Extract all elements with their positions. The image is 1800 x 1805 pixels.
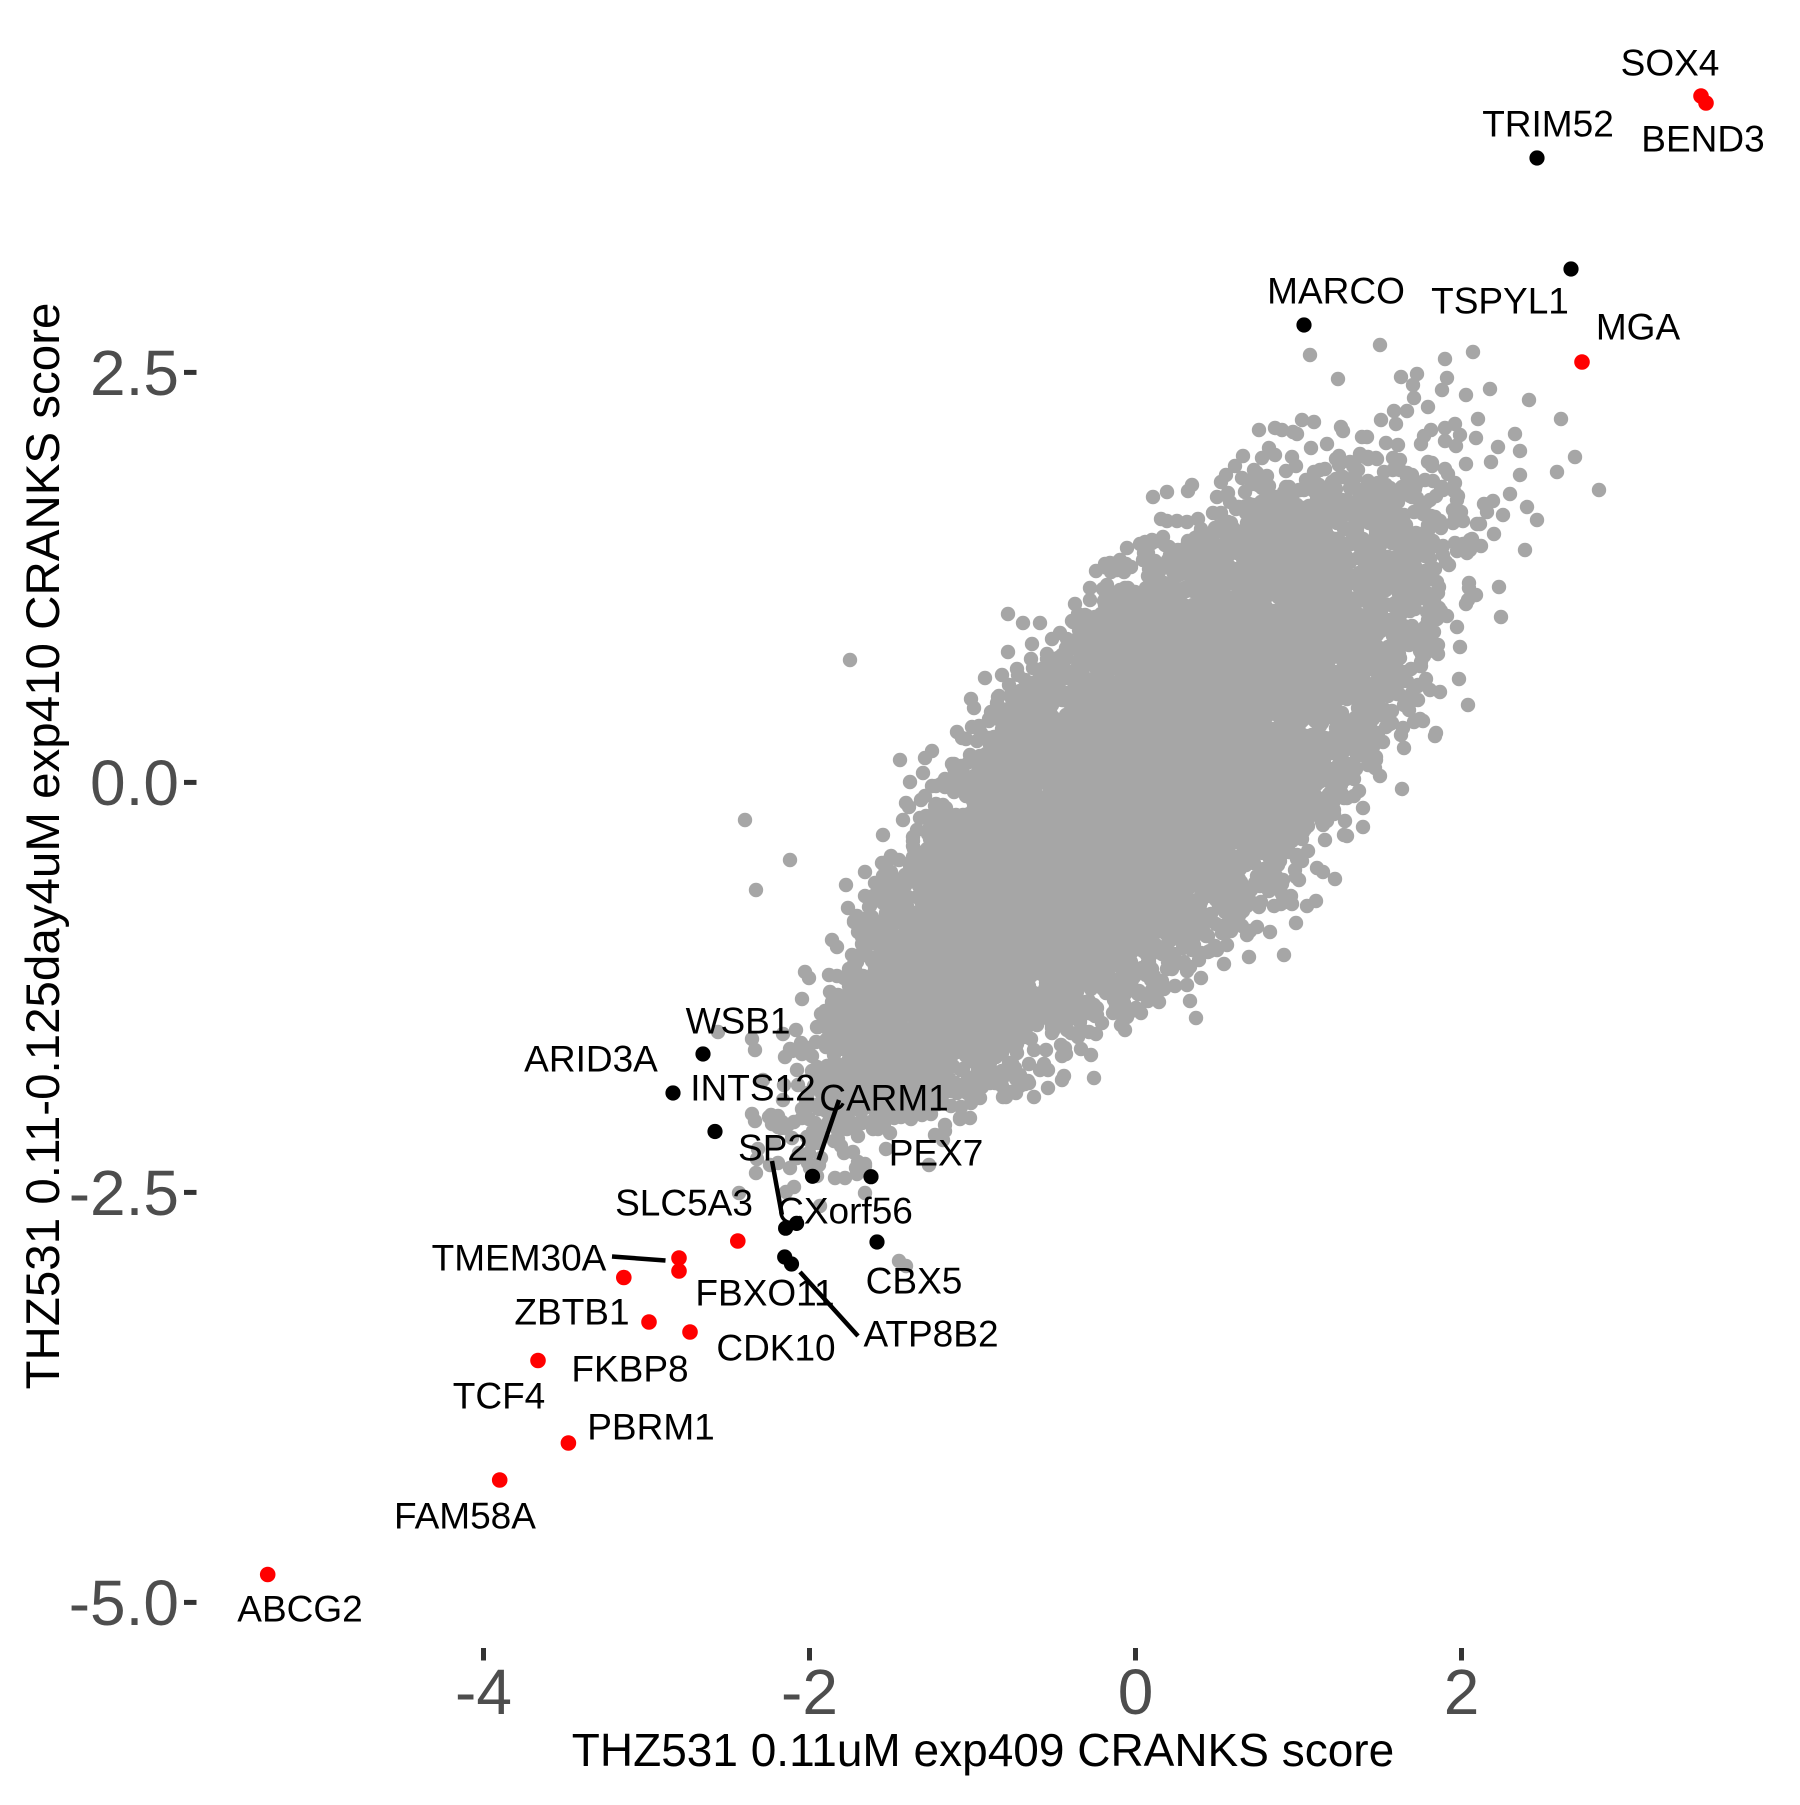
svg-text:SP2: SP2 [738, 1127, 808, 1168]
svg-text:2: 2 [1444, 1656, 1480, 1728]
svg-text:0: 0 [1118, 1656, 1154, 1728]
svg-text:SLC5A3: SLC5A3 [615, 1182, 753, 1223]
svg-text:CBX5: CBX5 [866, 1260, 963, 1301]
svg-text:ZBTB1: ZBTB1 [514, 1291, 629, 1332]
svg-text:MARCO: MARCO [1267, 270, 1405, 311]
svg-text:-2: -2 [781, 1656, 838, 1728]
svg-text:CARM1: CARM1 [819, 1077, 949, 1118]
svg-text:-5.0: -5.0 [69, 1567, 179, 1639]
svg-text:-4: -4 [455, 1656, 512, 1728]
svg-text:WSB1: WSB1 [686, 1000, 791, 1041]
svg-text:PBRM1: PBRM1 [587, 1406, 714, 1447]
svg-text:-2.5: -2.5 [69, 1157, 179, 1229]
svg-text:TCF4: TCF4 [453, 1375, 546, 1416]
svg-text:CXorf56: CXorf56 [777, 1190, 913, 1231]
svg-text:FAM58A: FAM58A [394, 1495, 536, 1536]
svg-text:SOX4: SOX4 [1621, 42, 1720, 83]
svg-text:ABCG2: ABCG2 [237, 1588, 362, 1629]
svg-text:FBXO11: FBXO11 [695, 1272, 834, 1313]
svg-text:TSPYL1: TSPYL1 [1431, 280, 1569, 321]
svg-text:MGA: MGA [1596, 306, 1681, 347]
svg-text:FKBP8: FKBP8 [571, 1348, 688, 1389]
svg-text:ARID3A: ARID3A [524, 1038, 658, 1079]
svg-text:BEND3: BEND3 [1641, 118, 1764, 159]
svg-text:ATP8B2: ATP8B2 [863, 1313, 998, 1354]
svg-text:THZ531 0.11-0.125day4uM exp410: THZ531 0.11-0.125day4uM exp410 CRANKS sc… [17, 303, 70, 1390]
svg-text:TRIM52: TRIM52 [1482, 103, 1614, 144]
svg-text:TMEM30A: TMEM30A [432, 1237, 607, 1278]
svg-text:INTS12: INTS12 [690, 1067, 815, 1108]
svg-text:0.0: 0.0 [90, 747, 179, 819]
svg-text:2.5: 2.5 [90, 337, 179, 409]
svg-text:PEX7: PEX7 [889, 1132, 984, 1173]
svg-text:CDK10: CDK10 [716, 1327, 835, 1368]
svg-text:THZ531 0.11uM exp409 CRANKS sc: THZ531 0.11uM exp409 CRANKS score [572, 1724, 1394, 1776]
